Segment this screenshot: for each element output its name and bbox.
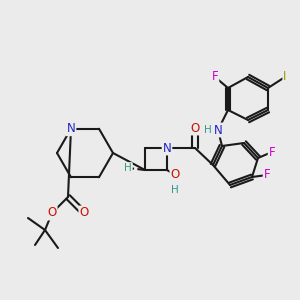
Text: O: O [170,169,180,182]
Text: H: H [124,163,132,173]
Text: N: N [67,122,75,135]
Text: O: O [190,122,200,134]
Text: O: O [47,206,57,220]
Text: I: I [283,70,287,83]
Text: O: O [80,206,88,220]
Text: F: F [212,70,218,83]
Text: F: F [269,146,275,158]
Text: N: N [214,124,222,136]
Text: H: H [171,185,179,195]
Text: N: N [163,142,171,154]
Text: F: F [264,169,270,182]
Text: H: H [204,125,212,135]
